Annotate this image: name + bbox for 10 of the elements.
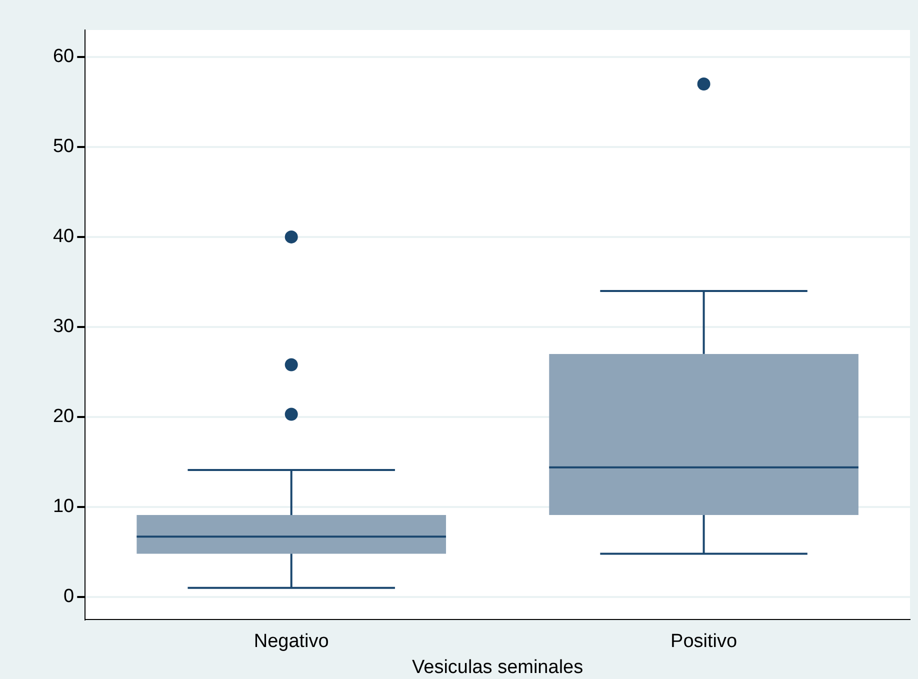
y-tick-label: 40	[52, 226, 74, 248]
x-tick-label: Positivo	[670, 631, 738, 652]
y-tick-label: 10	[52, 496, 74, 518]
y-tick-label: 20	[52, 406, 74, 428]
y-tick-label: 50	[52, 136, 74, 158]
x-tick-label: Negativo	[254, 631, 329, 652]
y-tick-label: 60	[52, 46, 74, 68]
y-tick-label: 0	[64, 586, 74, 608]
y-tick-label: 30	[52, 316, 74, 338]
x-axis-title: Vesiculas seminales	[412, 656, 584, 678]
